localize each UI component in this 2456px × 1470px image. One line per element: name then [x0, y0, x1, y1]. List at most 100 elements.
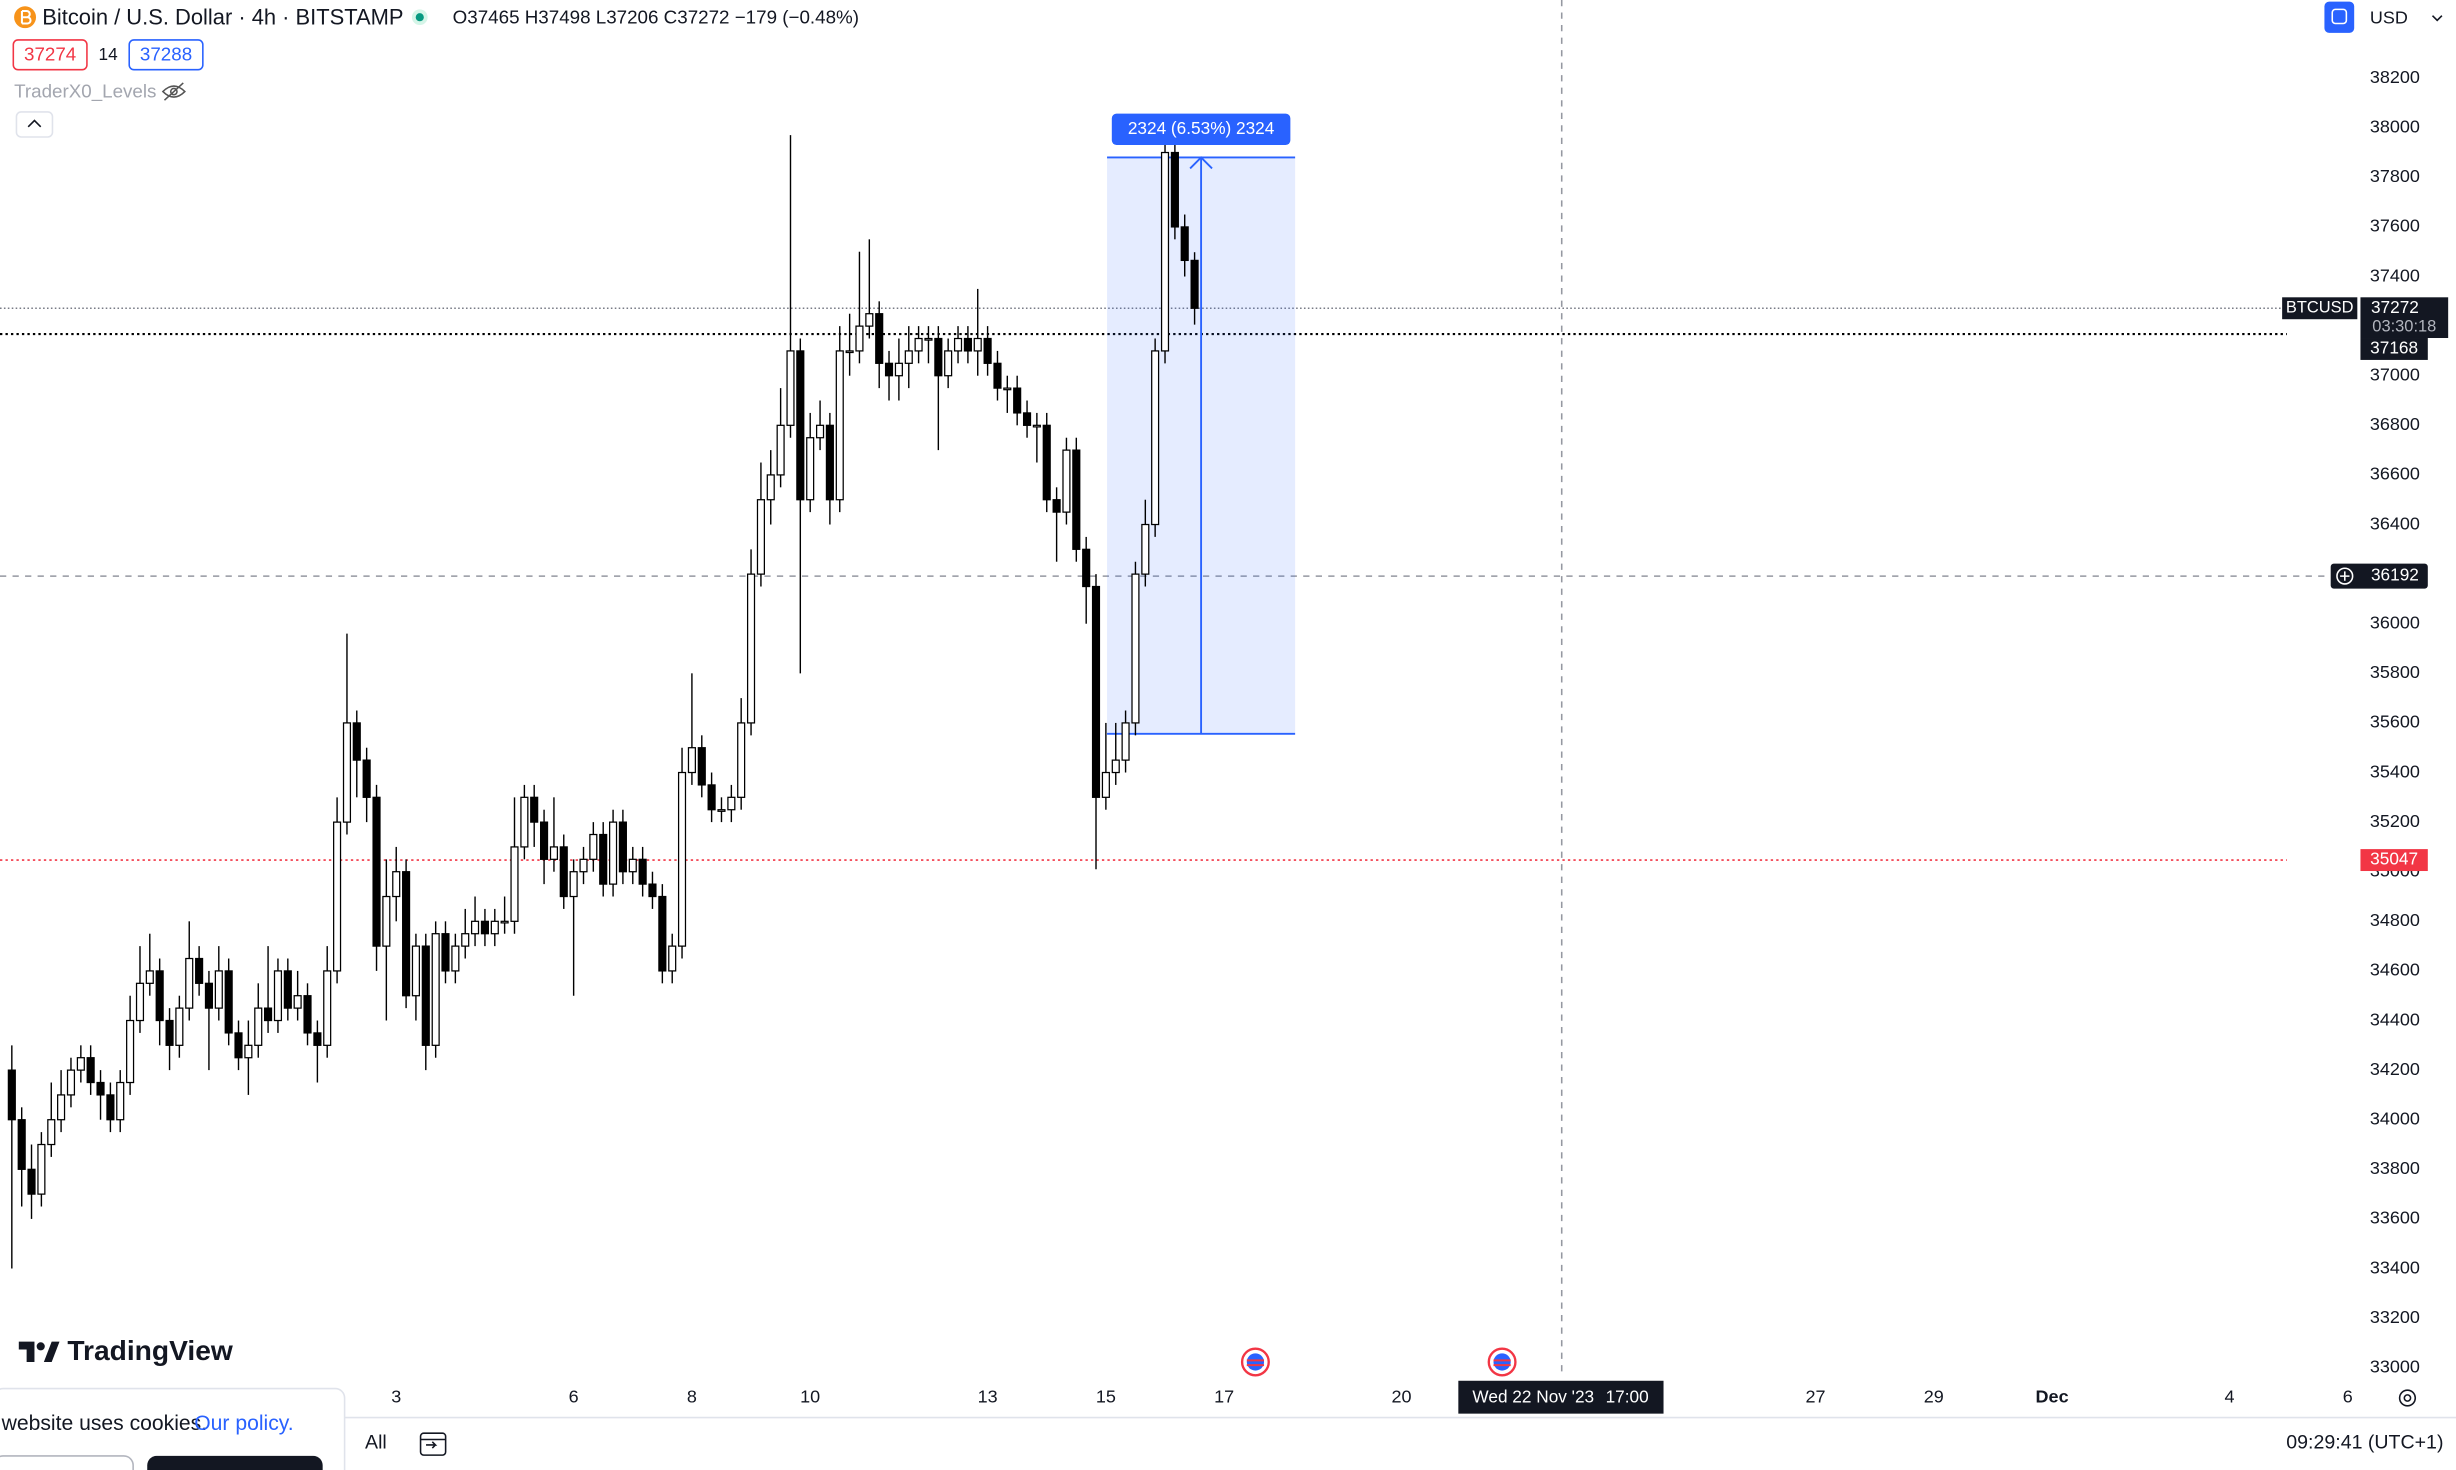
y-tick-label: 36400	[2370, 513, 2420, 533]
x-tick-label: 27	[1806, 1387, 1826, 1407]
countdown: 03:30:18	[2372, 317, 2436, 335]
candle-body	[963, 337, 972, 352]
ohlc: O37465 H37498 L37206 C37272 −179 (−0.48%…	[453, 7, 859, 28]
x-tick-label: 6	[569, 1387, 579, 1407]
y-tick-label: 33000	[2370, 1356, 2420, 1376]
crosshair-date: Wed 22 Nov '23	[1472, 1387, 1594, 1407]
ask-box[interactable]	[128, 39, 204, 71]
measure-label-box	[1111, 113, 1291, 145]
candle-body	[1121, 722, 1130, 761]
clock: 09:29:41 (UTC+1)	[2286, 1432, 2443, 1454]
y-tick-label: 38200	[2370, 67, 2420, 87]
candle-body	[303, 995, 312, 1034]
chevron	[27, 119, 42, 128]
candle-body	[382, 895, 391, 947]
bid-box[interactable]	[12, 39, 88, 71]
candle-body	[914, 337, 923, 352]
x-tick-label: 8	[687, 1387, 697, 1407]
candle-body	[559, 846, 568, 898]
candle-body	[1111, 759, 1120, 774]
candle-body	[1151, 350, 1160, 526]
y-tick-label: 35800	[2370, 662, 2420, 682]
y-tick-label: 37000	[2370, 364, 2420, 384]
collapse-button[interactable]	[15, 111, 54, 138]
candle-body	[66, 1069, 76, 1096]
bid: 37274	[24, 44, 76, 65]
candle-body	[431, 933, 440, 1046]
candle-body	[195, 957, 204, 984]
currency[interactable]: USD	[2370, 8, 2408, 28]
sync-button[interactable]	[2324, 1, 2355, 33]
candle-body	[185, 957, 194, 1009]
candle-body	[756, 499, 766, 575]
symbol-title: Bitcoin / U.S. Dollar · 4h · BITSTAMP	[42, 5, 403, 30]
candle-body	[352, 722, 361, 761]
x-tick-label: 17	[1214, 1387, 1234, 1407]
candle-body	[934, 337, 943, 377]
price-label-box	[2360, 849, 2428, 872]
currency-chevron	[2431, 15, 2443, 22]
candle-body	[707, 784, 716, 811]
cookie-accept-button[interactable]	[147, 1455, 323, 1470]
cookie-link[interactable]: Our policy.	[194, 1412, 293, 1435]
candle-body	[993, 362, 1002, 389]
range-all[interactable]: All	[365, 1432, 387, 1454]
y-tick-label: 34600	[2370, 960, 2420, 980]
symbol-label: BTCUSD	[2286, 299, 2354, 317]
y-tick-label: 36600	[2370, 464, 2420, 484]
candle-body	[490, 920, 499, 935]
hidden-eye-icon[interactable]	[161, 82, 186, 101]
x-tick-label: 3	[391, 1387, 401, 1407]
candle-body	[461, 933, 470, 947]
crosshair-plus-icon	[2336, 567, 2354, 585]
candle-body	[1141, 523, 1150, 575]
candle-body	[402, 871, 411, 997]
candle-body	[392, 871, 401, 898]
candle-body	[273, 970, 283, 1022]
candle-body	[924, 337, 933, 341]
candle-body	[697, 747, 706, 786]
candle-body	[539, 821, 549, 860]
y-tick-label: 38000	[2370, 116, 2420, 136]
candle-body	[47, 1119, 56, 1146]
candle-body	[579, 858, 588, 873]
price-label-box	[2360, 338, 2428, 360]
brand-logo: TradingView	[18, 1334, 233, 1366]
y-tick-label: 35400	[2370, 761, 2420, 781]
candle-body	[214, 970, 223, 1009]
candle-body	[244, 1044, 253, 1059]
event-icon[interactable]	[1487, 1347, 1517, 1377]
candle-body	[1042, 424, 1051, 501]
goto-date-icon[interactable]	[419, 1432, 447, 1456]
cookie-manage-button[interactable]	[0, 1455, 134, 1470]
y-tick-label: 36800	[2370, 414, 2420, 434]
candle-body	[825, 424, 834, 501]
axis-settings-icon[interactable]	[2398, 1389, 2417, 1407]
measure-label: 2324 (6.53%) 2324	[1128, 118, 1275, 138]
candle-body	[609, 821, 618, 885]
candle-body	[126, 1019, 135, 1084]
candle-body	[116, 1081, 125, 1121]
candle-body	[106, 1094, 115, 1121]
x-tick-label: 29	[1924, 1387, 1944, 1407]
price-label: 37168	[2370, 338, 2418, 358]
candle-body	[628, 858, 637, 873]
candle-body	[983, 337, 992, 364]
candle-body	[500, 920, 509, 924]
candle-body	[441, 933, 450, 972]
candle-body	[254, 1007, 263, 1046]
y-tick-label: 35600	[2370, 712, 2420, 732]
candle-body	[37, 1143, 46, 1195]
candle-body	[155, 970, 164, 1022]
plot-area: 33000 33200 33400 33600 33800 34000 34200 34400…	[0, 0, 2420, 1407]
spread: 14	[98, 44, 118, 64]
x-tick-label: 6	[2343, 1387, 2353, 1407]
y-tick-label: 34800	[2370, 910, 2420, 930]
event-icon[interactable]	[1240, 1347, 1270, 1377]
candle-body	[737, 722, 746, 798]
candle-body	[372, 796, 381, 947]
candle-body	[727, 796, 736, 811]
y-tick-label: 35200	[2370, 811, 2420, 831]
cookie-text: website uses cookies.	[1, 1412, 208, 1435]
